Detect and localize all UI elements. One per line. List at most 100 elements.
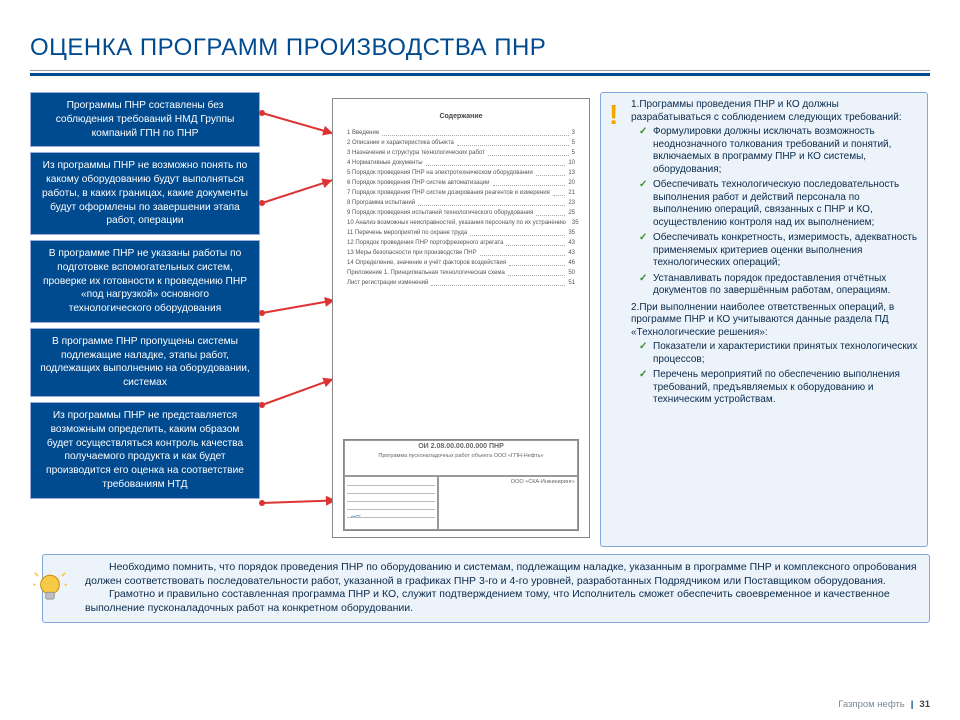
- toc-dots: [480, 250, 566, 256]
- toc-page: 35: [568, 230, 575, 238]
- toc-page: 43: [568, 250, 575, 258]
- toc-dots: [506, 240, 565, 246]
- toc-page: 35: [572, 220, 579, 228]
- check-item: Обеспечивать технологическую последовате…: [639, 179, 919, 229]
- toc-dots: [426, 160, 566, 166]
- arrow-icon: [262, 377, 338, 406]
- toc-label: 10 Анализ возможных неисправностей, указ…: [347, 220, 566, 228]
- document-heading: Содержание: [347, 113, 575, 120]
- toc-dots: [418, 200, 565, 206]
- stamp-corner-cell: ООО «СКА-Инжиниринг»: [438, 476, 578, 530]
- bottom-note: Необходимо помнить, что порядок проведен…: [42, 554, 930, 623]
- arrow-icon: [262, 112, 338, 135]
- bottom-note-p1: Необходимо помнить, что порядок проведен…: [85, 561, 919, 588]
- toc-row: 2 Описание и характеристика объекта 5: [347, 140, 575, 148]
- toc-row: 6 Порядок проведения ПНР систем автомати…: [347, 180, 575, 188]
- toc-dots: [536, 210, 565, 216]
- check-item: Устанавливать порядок предоставления отч…: [639, 273, 919, 298]
- separator-thick: [30, 73, 930, 76]
- issue-box: Программы ПНР составлены без соблюдения …: [30, 92, 260, 147]
- toc-page: 50: [568, 270, 575, 278]
- toc-page: 21: [568, 190, 575, 198]
- toc-label: 4 Нормативные документы: [347, 160, 423, 168]
- toc-row: Приложение 1. Принципиальная технологиче…: [347, 270, 575, 278]
- arrow-icon: [262, 499, 340, 504]
- toc-page: 23: [568, 200, 575, 208]
- bottom-note-p2: Грамотно и правильно составленная програ…: [85, 588, 919, 615]
- lightbulb-icon: [33, 571, 67, 605]
- toc-dots: [553, 190, 566, 196]
- toc-label: 8 Программа испытаний: [347, 200, 415, 208]
- toc-row: 11 Перечень мероприятий по охране труда3…: [347, 230, 575, 238]
- issue-box: Из программы ПНР не представляется возмо…: [30, 402, 260, 499]
- toc-page: 20: [568, 180, 575, 188]
- toc-row: 13 Меры безопасности при производстве ПН…: [347, 250, 575, 258]
- toc-row: 9 Порядок проведения испытаний технологи…: [347, 210, 575, 218]
- toc-page: 3: [572, 130, 575, 138]
- toc-row: Лист регистрации изменений51: [347, 280, 575, 288]
- toc-dots: [508, 270, 565, 276]
- toc-page: 10: [568, 160, 575, 168]
- toc-row: 1 Введение 3: [347, 130, 575, 138]
- check-item: Формулировки должны исключать возможност…: [639, 126, 919, 176]
- footer-page-number: 31: [919, 699, 930, 710]
- toc-label: 7 Порядок проведения ПНР систем дозирова…: [347, 190, 550, 198]
- toc-label: 13 Меры безопасности при производстве ПН…: [347, 250, 477, 258]
- checklist-1: Формулировки должны исключать возможност…: [631, 126, 919, 298]
- toc-dots: [457, 140, 569, 146]
- issue-box: В программе ПНР не указаны работы по под…: [30, 240, 260, 323]
- toc-label: 6 Порядок проведения ПНР систем автомати…: [347, 180, 490, 188]
- toc-page: 5: [572, 150, 575, 158]
- toc-row: 4 Нормативные документы 10: [347, 160, 575, 168]
- toc-row: 12 Порядок проведения ПНР портофрезерног…: [347, 240, 575, 248]
- toc-dots: [509, 260, 565, 266]
- check-item: Обеспечивать конкретность, измеримость, …: [639, 232, 919, 270]
- req-intro-2: 2.При выполнении наиболее ответственных …: [631, 302, 919, 340]
- document-preview: Содержание 1 Введение 3 2 Описание и харак…: [332, 98, 590, 538]
- signature-icon: ~~: [350, 511, 361, 521]
- toc-page: 5: [572, 140, 575, 148]
- toc-dots: [431, 280, 565, 286]
- stamp-code: ОИ 2.08.00.00.00.000 ПНР: [347, 443, 575, 451]
- left-issues-column: Программы ПНР составлены без соблюдения …: [30, 92, 260, 504]
- toc-row: 3 Назначение и структура технологических…: [347, 150, 575, 158]
- exclamation-icon: !: [609, 101, 618, 129]
- checklist-2: Показатели и характеристики принятых тех…: [631, 341, 919, 407]
- stamp-sub: Программа пусконаладочных работ объекта …: [378, 453, 543, 459]
- footer-brand: Газпром нефть: [838, 699, 904, 710]
- footer: Газпром нефть | 31: [838, 699, 930, 710]
- toc-page: 43: [568, 240, 575, 248]
- toc-label: 12 Порядок проведения ПНР портофрезерног…: [347, 240, 503, 248]
- arrow-icon: [262, 298, 339, 314]
- toc-row: 10 Анализ возможных неисправностей, указ…: [347, 220, 575, 228]
- check-item: Перечень мероприятий по обеспечению выпо…: [639, 369, 919, 407]
- toc-dots: [493, 180, 566, 186]
- toc-label: 1 Введение: [347, 130, 379, 138]
- toc-label: 5 Порядок проведения ПНР на электротехни…: [347, 170, 533, 178]
- toc-label: Лист регистрации изменений: [347, 280, 428, 288]
- toc-page: 46: [568, 260, 575, 268]
- req-intro-1: 1.Программы проведения ПНР и КО должны р…: [631, 99, 919, 124]
- page-title: ОЦЕНКА ПРОГРАММ ПРОИЗВОДСТВА ПНР: [30, 34, 930, 62]
- toc-dots: [536, 170, 566, 176]
- separator-thin: [30, 70, 930, 71]
- issue-box: Из программы ПНР не возможно понять по к…: [30, 152, 260, 235]
- toc-row: 14 Определение, значение и учёт факторов…: [347, 260, 575, 268]
- toc-page: 13: [568, 170, 575, 178]
- toc-row: 7 Порядок проведения ПНР систем дозирова…: [347, 190, 575, 198]
- check-item: Показатели и характеристики принятых тех…: [639, 341, 919, 366]
- toc-page: 25: [568, 210, 575, 218]
- footer-separator-icon: |: [911, 699, 914, 710]
- toc-label: 9 Порядок проведения испытаний технологи…: [347, 210, 533, 218]
- toc-label: 3 Назначение и структура технологических…: [347, 150, 485, 158]
- toc-label: Приложение 1. Принципиальная технологиче…: [347, 270, 505, 278]
- issue-box: В программе ПНР пропущены системы подлеж…: [30, 328, 260, 397]
- requirements-panel: ! 1.Программы проведения ПНР и КО должны…: [600, 92, 928, 547]
- toc-label: 2 Описание и характеристика объекта: [347, 140, 454, 148]
- toc-label: 14 Определение, значение и учёт факторов…: [347, 260, 506, 268]
- toc-row: 5 Порядок проведения ПНР на электротехни…: [347, 170, 575, 178]
- document-stamp: ОИ 2.08.00.00.00.000 ПНР Программа пуско…: [343, 439, 579, 531]
- toc-dots: [488, 150, 569, 156]
- toc-dots: [382, 130, 568, 136]
- stamp-signature-cell: ~~: [344, 476, 438, 530]
